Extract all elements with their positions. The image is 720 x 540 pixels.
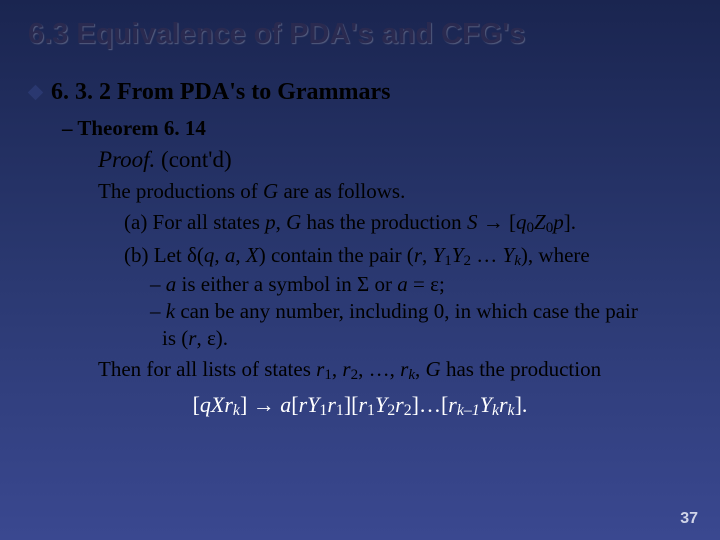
t: has the production [441, 357, 601, 381]
var-a: a [280, 392, 291, 417]
proof-cont: (cont'd) [155, 147, 231, 172]
var-G: G [426, 357, 441, 381]
section-text: 6. 3. 2 From PDA's to Grammars [51, 79, 391, 105]
sub-k: k [514, 253, 521, 269]
t: ]. [515, 392, 528, 417]
slide-title: 6.3 Equivalence of PDA's and CFG's [0, 0, 720, 51]
theorem-line: – Theorem 6. 14 [0, 106, 720, 141]
t: , [332, 357, 343, 381]
t: … [471, 243, 503, 267]
var-X: X [246, 243, 259, 267]
t: (b) Let [124, 243, 187, 267]
var-r: r [342, 357, 350, 381]
production-formula: [qXrk] → a[rY1r1][r1Y2r2]…[rk–1Ykrk]. [0, 384, 720, 420]
var-a: a [166, 272, 177, 296]
var-Y: Y [503, 243, 515, 267]
diamond-bullet-icon [28, 85, 44, 101]
t: , [415, 357, 426, 381]
sub-k: – k can be any number, including 0, in w… [0, 297, 720, 324]
sub1: 1 [444, 253, 452, 269]
intro-line: The productions of G are as follows. [0, 173, 720, 204]
t: ]. [564, 210, 576, 234]
t: = ε; [408, 272, 445, 296]
var-q: q [204, 243, 215, 267]
var-k: k [166, 299, 175, 323]
proof-word: Proof. [98, 147, 155, 172]
t: ] [412, 392, 419, 417]
var-G: G [286, 210, 301, 234]
t: , …, [358, 357, 400, 381]
t: ) contain the pair ( [259, 243, 414, 267]
var-r: r [448, 392, 457, 417]
t: , [276, 210, 287, 234]
var-q: q [516, 210, 527, 234]
t: ][ [344, 392, 359, 417]
t: ] → [240, 392, 280, 417]
sub-k-cont: is (r, ε). [0, 324, 720, 351]
var-r: r [414, 243, 422, 267]
var-a: a [225, 243, 236, 267]
t: is ( [162, 326, 188, 350]
then-line: Then for all lists of states r1, r2, …, … [0, 351, 720, 384]
t: δ( [187, 243, 204, 267]
t: – [150, 299, 166, 323]
sub2: 2 [351, 367, 359, 383]
t: , ε). [196, 326, 228, 350]
t: [ [291, 392, 298, 417]
t: is either a symbol in Σ or [176, 272, 397, 296]
sub-k: k [492, 402, 499, 419]
sub2: 2 [404, 402, 412, 419]
var-Z: Z [534, 210, 546, 234]
var-r: r [358, 392, 367, 417]
t: , [235, 243, 246, 267]
t: … [419, 392, 441, 417]
sub1: 1 [324, 367, 332, 383]
rule-b: (b) Let δ(q, a, X) contain the pair (r, … [0, 237, 720, 270]
var-Y: Y [452, 243, 464, 267]
var-r: r [327, 392, 336, 417]
t: are as follows. [278, 179, 405, 203]
t: , [422, 243, 433, 267]
t: , [214, 243, 225, 267]
sub2: 2 [387, 402, 395, 419]
t: [ [193, 392, 200, 417]
t: – [150, 272, 166, 296]
var-Y: Y [433, 243, 445, 267]
var-G: G [263, 179, 278, 203]
sub-km1: k–1 [457, 402, 480, 419]
sub1: 1 [336, 402, 344, 419]
page-number: 37 [680, 510, 698, 528]
t: The productions of [98, 179, 263, 203]
t: → [ [477, 210, 516, 234]
var-Y: Y [480, 392, 492, 417]
var-p: p [265, 210, 276, 234]
sub1: 1 [367, 402, 375, 419]
var-r: r [224, 392, 233, 417]
sub-k: k [233, 402, 240, 419]
rule-a: (a) For all states p, G has the producti… [0, 204, 720, 237]
section-heading: 6. 3. 2 From PDA's to Grammars [0, 51, 720, 106]
sub0: 0 [526, 220, 534, 236]
t: ), where [521, 243, 590, 267]
var-Y: Y [307, 392, 319, 417]
var-r: r [395, 392, 404, 417]
t: can be any number, including 0, in which… [175, 299, 638, 323]
sub2: 2 [463, 253, 471, 269]
var-p: p [553, 210, 564, 234]
proof-line: Proof. (cont'd) [0, 141, 720, 173]
sub-k: k [508, 402, 515, 419]
t: Then for all lists of states [98, 357, 316, 381]
var-q: q [200, 392, 211, 417]
var-S: S [467, 210, 478, 234]
var-a: a [397, 272, 408, 296]
var-r: r [499, 392, 508, 417]
var-X: X [211, 392, 224, 417]
sub-a: – a is either a symbol in Σ or a = ε; [0, 270, 720, 297]
var-r: r [299, 392, 308, 417]
t: has the production [301, 210, 467, 234]
t: (a) For all states [124, 210, 265, 234]
var-Y: Y [375, 392, 387, 417]
